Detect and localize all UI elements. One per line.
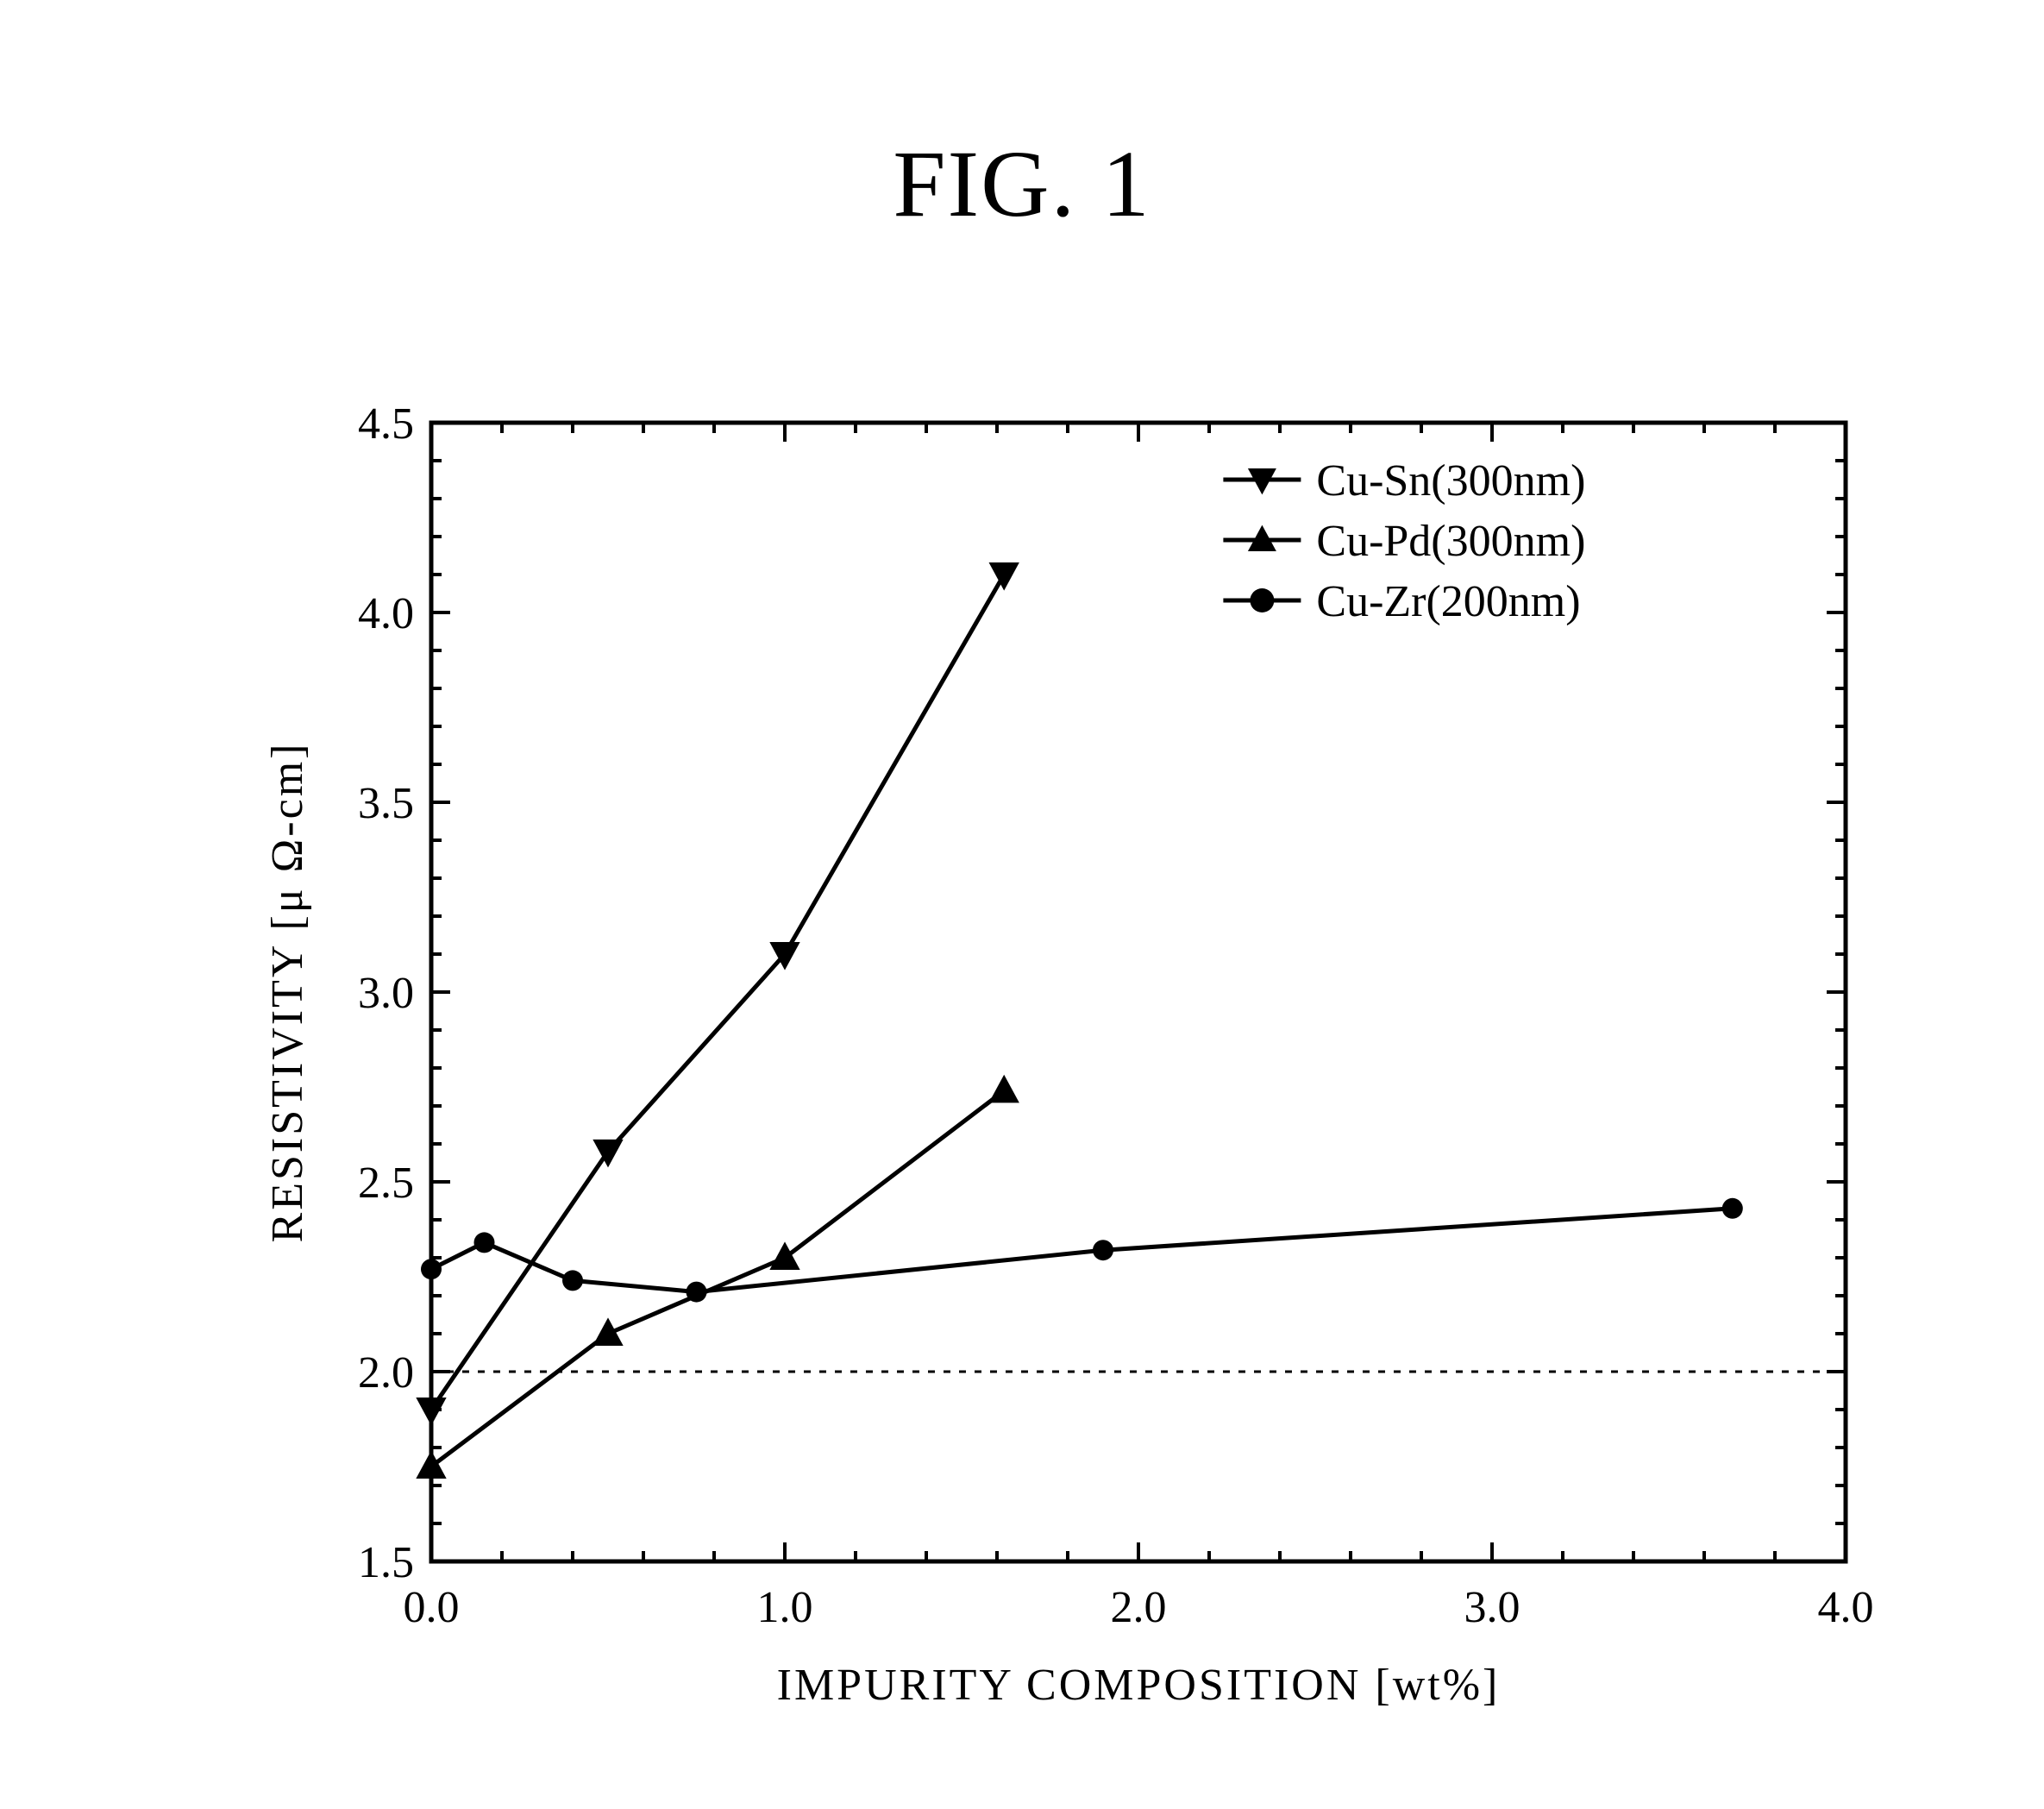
legend-label: Cu-Sn(300nm) [1316, 456, 1585, 506]
svg-text:4.5: 4.5 [358, 399, 414, 449]
svg-text:IMPURITY COMPOSITION [wt%]: IMPURITY COMPOSITION [wt%] [777, 1661, 1501, 1710]
page: FIG. 1 0.0 1.0 2.0 3.0 4.0 1.5 2.0 2.5 3.0 3.5 4.0… [0, 0, 2044, 1809]
svg-text:2.0: 2.0 [1111, 1583, 1167, 1632]
chart-container: 0.0 1.0 2.0 3.0 4.0 1.5 2.0 2.5 3.0 3.5 4.0 4.5 IMPU… [241, 397, 1880, 1734]
svg-text:1.0: 1.0 [757, 1583, 813, 1632]
resistivity-chart: 0.0 1.0 2.0 3.0 4.0 1.5 2.0 2.5 3.0 3.5 4.0 4.5 IMPU… [241, 397, 1880, 1734]
svg-text:4.0: 4.0 [358, 589, 414, 638]
figure-title: FIG. 1 [0, 129, 2044, 239]
svg-text:4.0: 4.0 [1818, 1583, 1874, 1632]
legend-label: Cu-Pd(300nm) [1316, 517, 1585, 566]
svg-text:0.0: 0.0 [404, 1583, 460, 1632]
svg-text:2.0: 2.0 [358, 1348, 414, 1398]
svg-text:3.0: 3.0 [1464, 1583, 1520, 1632]
svg-text:RESISTIVITY [μ Ω-cm]: RESISTIVITY [μ Ω-cm] [263, 742, 312, 1243]
svg-text:3.5: 3.5 [358, 779, 414, 828]
svg-text:3.0: 3.0 [358, 969, 414, 1018]
legend-label: Cu-Zr(200nm) [1316, 577, 1580, 626]
svg-text:2.5: 2.5 [358, 1159, 414, 1208]
svg-text:1.5: 1.5 [358, 1538, 414, 1587]
